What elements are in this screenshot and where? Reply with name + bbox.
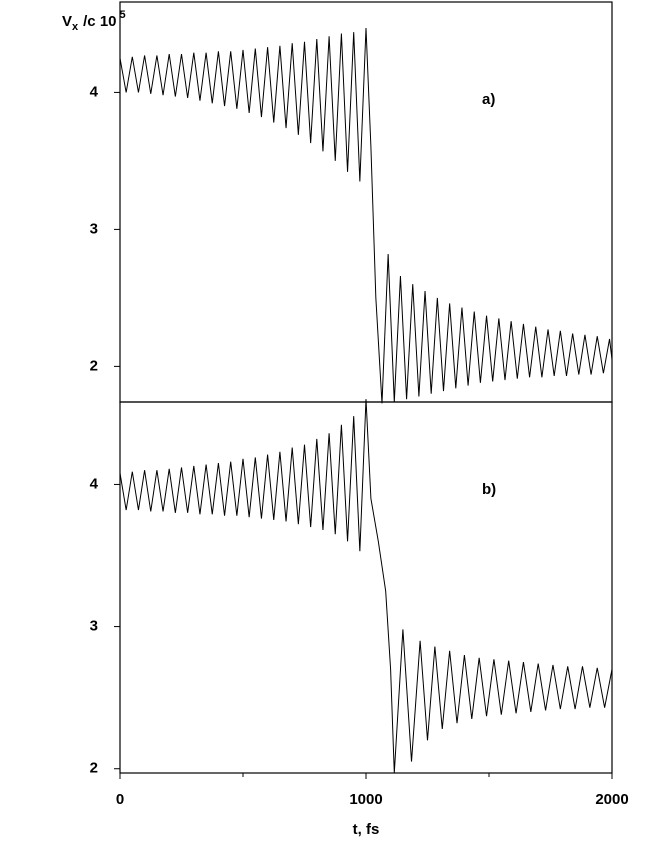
plot-frame xyxy=(119,401,613,774)
data-line xyxy=(119,399,613,774)
y-axis-label: Vx/c 10 5 xyxy=(62,9,126,33)
x-tick-label: 1000 xyxy=(349,791,382,808)
plot-frame xyxy=(119,1,613,403)
panel-label: b) xyxy=(482,481,496,498)
y-tick-label: 4 xyxy=(90,475,99,492)
y-label-rest: /c 10 xyxy=(83,13,116,30)
y-tick-label: 4 xyxy=(90,83,99,100)
panel-label: a) xyxy=(482,91,495,108)
y-label-sub: x xyxy=(72,21,79,33)
y-tick-label: 2 xyxy=(90,357,98,374)
y-label-sup: 5 xyxy=(120,9,126,21)
x-tick-label: 2000 xyxy=(595,791,628,808)
x-tick-label: 0 xyxy=(116,791,124,808)
y-tick-label: 3 xyxy=(90,220,98,237)
data-line xyxy=(119,28,613,404)
x-axis-label: t, fs xyxy=(353,821,380,838)
y-tick-label: 2 xyxy=(90,760,98,777)
y-label-main: V xyxy=(62,13,72,30)
y-tick-label: 3 xyxy=(90,618,98,635)
